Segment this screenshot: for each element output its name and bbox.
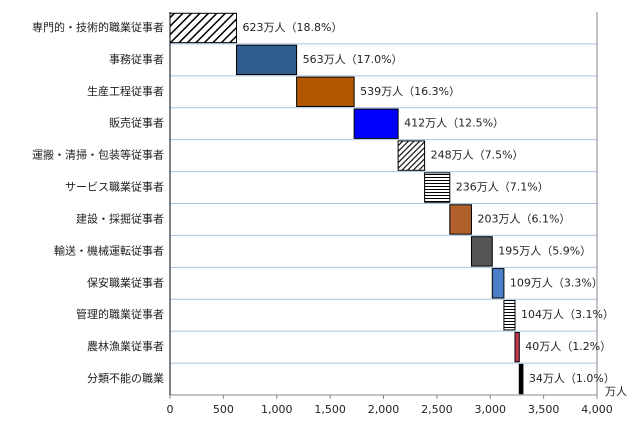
y-tick-label: 保安職業従事者 <box>87 275 164 289</box>
y-tick-label: 生産工程従事者 <box>87 84 164 98</box>
bar <box>424 172 451 203</box>
y-tick-label: 専門的・技術的職業従事者 <box>32 20 164 34</box>
data-label: 248万人（7.5%） <box>431 149 524 162</box>
data-label: 40万人（1.2%） <box>525 340 611 353</box>
y-tick-label: 輸送・機械運転従事者 <box>54 243 164 257</box>
bar <box>353 108 399 139</box>
bar <box>236 44 298 76</box>
data-label: 109万人（3.3%） <box>510 276 603 289</box>
bar <box>449 204 472 235</box>
data-label: 412万人（12.5%） <box>404 117 504 130</box>
y-tick-label: 管理的職業従事者 <box>76 307 164 321</box>
bar <box>397 140 426 171</box>
data-label: 539万人（16.3%） <box>360 85 460 98</box>
x-tick-label: 2,000 <box>368 403 400 416</box>
data-label: 623万人（18.8%） <box>243 21 343 34</box>
x-tick-label: 2,500 <box>421 403 453 416</box>
x-tick-label: 4,000 <box>581 403 613 416</box>
y-tick-label: 分類不能の職業 <box>87 371 164 385</box>
x-unit: 万人 <box>605 385 627 398</box>
y-tick-label: 販売従事者 <box>109 117 164 130</box>
bar <box>169 12 238 44</box>
data-label: 34万人（1.0%） <box>529 372 615 385</box>
bar <box>296 76 355 107</box>
bar <box>470 236 493 267</box>
x-tick-label: 1,500 <box>314 403 346 416</box>
data-label: 236万人（7.1%） <box>456 181 549 194</box>
x-tick-label: 3,500 <box>528 403 560 416</box>
data-label: 104万人（3.1%） <box>521 308 614 321</box>
x-tick-label: 0 <box>167 403 174 416</box>
y-tick-label: 運搬・清掃・包装等従事者 <box>32 148 164 162</box>
data-label: 195万人（5.9%） <box>498 244 591 257</box>
bar <box>503 300 516 331</box>
y-tick-label: 建設・採掘従事者 <box>76 211 164 225</box>
bar <box>491 268 505 299</box>
y-tick-label: 事務従事者 <box>109 52 164 66</box>
x-tick-label: 1,000 <box>261 403 293 416</box>
x-tick-label: 3,000 <box>475 403 507 416</box>
y-tick-label: 農林漁業従事者 <box>87 339 164 353</box>
data-label: 563万人（17.0%） <box>303 53 403 66</box>
data-label: 203万人（6.1%） <box>477 212 570 225</box>
bar <box>514 331 520 363</box>
bar <box>518 363 524 395</box>
y-tick-label: サービス職業従事者 <box>65 181 164 194</box>
x-tick-label: 500 <box>213 403 234 416</box>
